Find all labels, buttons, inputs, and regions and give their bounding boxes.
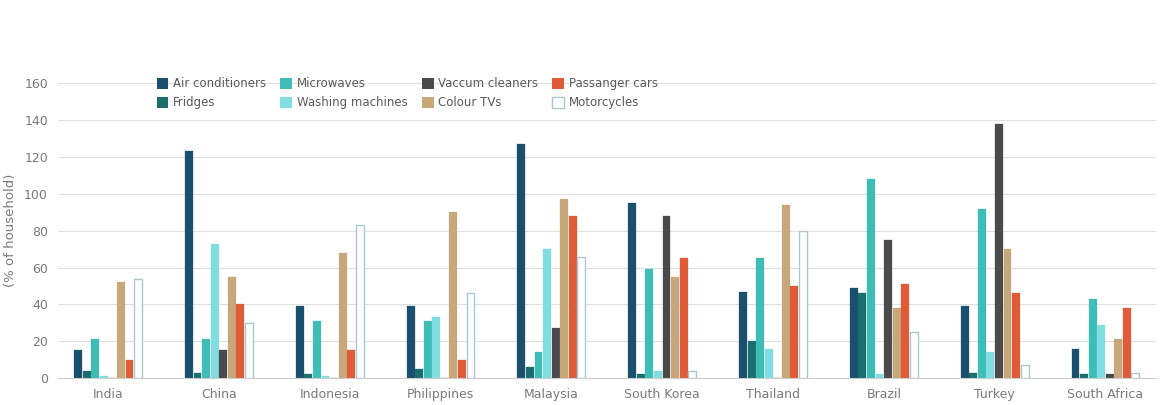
Bar	[82, 371, 90, 378]
Bar	[433, 317, 440, 378]
Bar	[339, 253, 347, 378]
Bar	[458, 360, 466, 378]
Bar	[850, 288, 857, 378]
Bar	[884, 240, 892, 378]
Bar	[356, 225, 363, 378]
Bar	[543, 249, 551, 378]
Bar	[313, 321, 321, 378]
Bar	[995, 124, 1003, 378]
Legend: Air conditioners, Fridges, Microwaves, Washing machines, Vaccum cleaners, Colour: Air conditioners, Fridges, Microwaves, W…	[157, 77, 658, 109]
Bar	[680, 258, 688, 378]
Bar	[688, 371, 696, 378]
Bar	[117, 282, 125, 378]
Bar	[100, 376, 108, 378]
Bar	[74, 350, 82, 378]
Bar	[347, 350, 355, 378]
Bar	[790, 286, 798, 378]
Bar	[764, 349, 773, 378]
Bar	[125, 360, 133, 378]
Bar	[407, 306, 414, 378]
Bar	[296, 306, 304, 378]
Bar	[876, 375, 884, 378]
Bar	[1013, 293, 1020, 378]
Bar	[629, 203, 636, 378]
Bar	[970, 373, 977, 378]
Bar	[237, 305, 245, 378]
Bar	[1021, 365, 1029, 378]
Bar	[449, 212, 457, 378]
Bar	[986, 352, 994, 378]
Bar	[1105, 375, 1114, 378]
Bar	[1123, 308, 1131, 378]
Bar	[423, 321, 432, 378]
Bar	[92, 339, 99, 378]
Bar	[654, 371, 662, 378]
Bar	[858, 293, 867, 378]
Bar	[645, 269, 653, 378]
Bar	[1097, 325, 1105, 378]
Bar	[1089, 299, 1096, 378]
Bar	[637, 375, 645, 378]
Bar	[245, 323, 253, 378]
Bar	[748, 341, 755, 378]
Bar	[1072, 349, 1080, 378]
Bar	[415, 369, 423, 378]
Bar	[194, 373, 202, 378]
Bar	[466, 293, 474, 378]
Bar	[304, 375, 312, 378]
Bar	[901, 284, 909, 378]
Bar	[184, 151, 193, 378]
Bar	[1003, 249, 1012, 378]
Bar	[219, 350, 227, 378]
Bar	[578, 256, 586, 378]
Bar	[978, 209, 986, 378]
Bar	[202, 339, 210, 378]
Bar	[321, 376, 329, 378]
Bar	[662, 216, 670, 378]
Bar	[960, 306, 969, 378]
Bar	[739, 292, 747, 378]
Bar	[1115, 339, 1122, 378]
Bar	[867, 179, 875, 378]
Bar	[893, 308, 900, 378]
Bar	[909, 332, 918, 378]
Bar	[672, 277, 679, 378]
Bar	[211, 243, 218, 378]
Bar	[517, 144, 525, 378]
Bar	[799, 231, 807, 378]
Bar	[525, 367, 534, 378]
Bar	[756, 258, 764, 378]
Bar	[782, 205, 790, 378]
Y-axis label: (% of household): (% of household)	[5, 174, 17, 288]
Bar	[568, 216, 577, 378]
Bar	[560, 199, 568, 378]
Bar	[227, 277, 235, 378]
Bar	[135, 279, 142, 378]
Bar	[1080, 375, 1088, 378]
Bar	[552, 328, 559, 378]
Bar	[535, 352, 543, 378]
Bar	[1131, 373, 1139, 378]
